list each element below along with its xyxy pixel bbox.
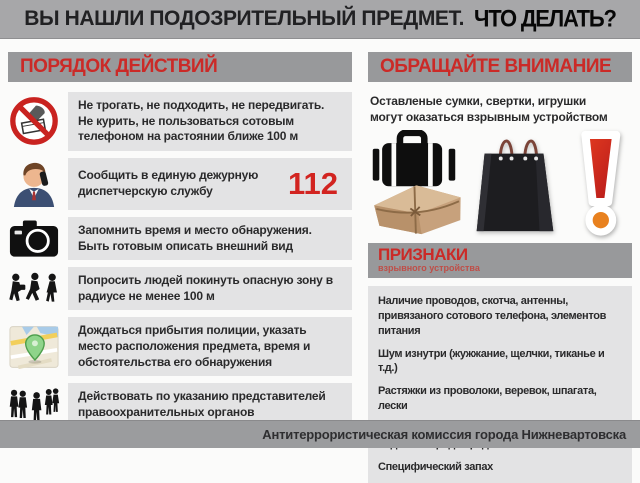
action-text-box: Действовать по указанию представителей п…: [68, 383, 352, 427]
action-text: Сообщить в единую дежурную диспетчерскую…: [78, 168, 259, 198]
signs-title-bar: ПРИЗНАКИ взрывного устройства: [368, 243, 632, 279]
people-group-icon: [8, 383, 60, 426]
actions-column-title: ПОРЯДОК ДЕЙСТВИЙ: [8, 52, 352, 82]
header-title: ВЫ НАШЛИ ПОДОЗРИТЕЛЬНЫЙ ПРЕДМЕТ.: [24, 7, 465, 30]
parcel-image: [368, 174, 468, 245]
action-text: Попросить людей покинуть опасную зону в …: [78, 273, 333, 303]
man-calling-phone-icon: [8, 158, 60, 210]
action-text-box: Не трогать, не подходить, не передвигать…: [68, 92, 352, 151]
signs-subtitle: взрывного устройства: [378, 263, 480, 274]
list-item: Сообщить в единую дежурную диспетчерскую…: [8, 157, 352, 211]
suspicious-objects-images: [368, 128, 632, 240]
list-item: Наличие проводов, скотча, антенны, привя…: [378, 295, 607, 337]
action-text-box: Попросить людей покинуть опасную зону в …: [68, 267, 352, 311]
map-pin-icon: [8, 317, 60, 376]
action-text: Запомнить время и место обнаружения. Быт…: [78, 223, 312, 253]
action-text: Не трогать, не подходить, не передвигать…: [78, 98, 325, 144]
action-text-box: Сообщить в единую дежурную диспетчерскую…: [68, 157, 352, 211]
header-bar: ВЫ НАШЛИ ПОДОЗРИТЕЛЬНЫЙ ПРЕДМЕТ. ЧТО ДЕЛ…: [0, 0, 640, 39]
signs-title: ПРИЗНАКИ: [378, 245, 468, 265]
list-item: Дождаться прибытия полиции, указать мест…: [8, 317, 352, 377]
list-item: Растяжки из проволоки, веревок, шпагата,…: [378, 385, 597, 413]
emergency-number-112: 112: [287, 165, 338, 201]
footer-bar: Антитеррористическая комиссия города Ниж…: [0, 420, 640, 448]
actions-column: ПОРЯДОК ДЕЙСТВИЙ Не трогать, не подходит…: [8, 52, 352, 427]
header-highlight: ЧТО ДЕЛАТЬ?: [474, 4, 617, 32]
list-item: Запомнить время и место обнаружения. Быт…: [8, 217, 352, 261]
action-text-box: Запомнить время и место обнаружения. Быт…: [68, 217, 352, 261]
attention-column: ОБРАЩАЙТЕ ВНИМАНИЕ Оставленые сумки, све…: [368, 52, 632, 483]
list-item: Действовать по указанию представителей п…: [8, 383, 352, 427]
action-text: Действовать по указанию представителей п…: [78, 389, 326, 419]
no-touch-prohibition-icon: [8, 92, 60, 151]
attention-note: Оставленые сумки, свертки, игрушки могут…: [370, 94, 608, 125]
attention-column-title: ОБРАЩАЙТЕ ВНИМАНИЕ: [368, 52, 632, 82]
footer-text: Антитеррористическая комиссия города Ниж…: [262, 427, 626, 442]
list-item: Специфический запах: [378, 460, 493, 473]
list-item: Попросить людей покинуть опасную зону в …: [8, 267, 352, 311]
action-text-box: Дождаться прибытия полиции, указать мест…: [68, 317, 352, 377]
camera-icon: [8, 217, 60, 260]
action-text: Дождаться прибытия полиции, указать мест…: [78, 323, 311, 369]
list-item: Не трогать, не подходить, не передвигать…: [8, 92, 352, 151]
suitcase-image: [370, 129, 458, 195]
signs-list: Наличие проводов, скотча, антенны, привя…: [368, 286, 632, 483]
people-leaving-icon: [8, 267, 60, 310]
exclamation-mark-image: [570, 128, 628, 243]
shopping-bag-image: [470, 130, 558, 243]
actions-list: Не трогать, не подходить, не передвигать…: [8, 92, 352, 427]
list-item: Шум изнутри (жужжание, щелчки, тиканье и…: [378, 347, 605, 375]
